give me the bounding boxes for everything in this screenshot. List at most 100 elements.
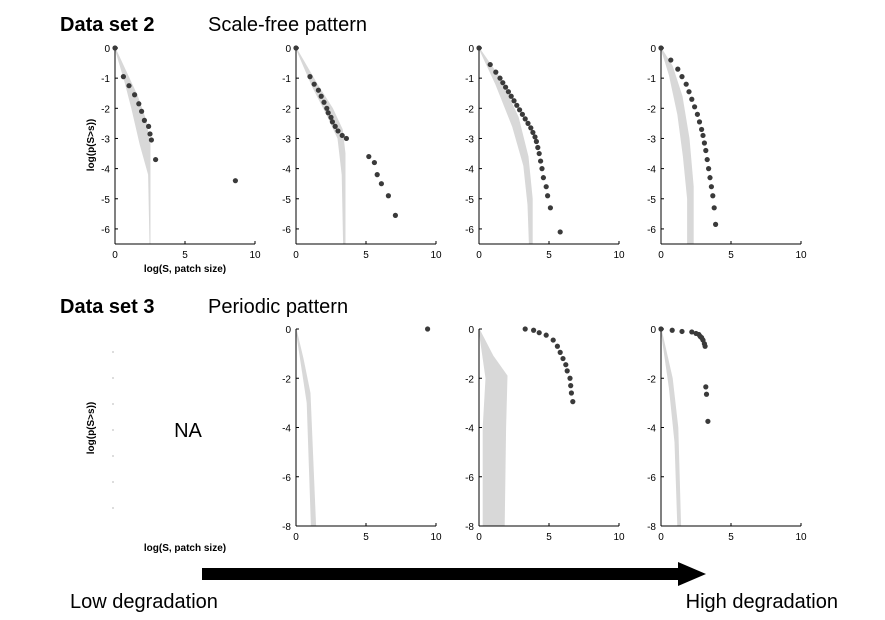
data-point-r1p2-18 [385, 193, 391, 199]
data-point-r1p4-16 [707, 175, 713, 181]
row1-subtitle: Scale-free pattern [208, 14, 367, 36]
y-tick-label-r2p4: -8 [647, 522, 656, 533]
y-tick-label-r2p3: 0 [468, 325, 474, 336]
data-point-r1p4-17 [708, 184, 715, 190]
x-tick-label-r1p3: 10 [613, 250, 625, 261]
data-point-r2p4-3 [689, 329, 695, 335]
envelope-band-r1p3 [478, 47, 533, 245]
data-point-r2p3-11 [568, 383, 574, 389]
data-point-r1p2-17 [378, 181, 384, 187]
data-point-r1p4-3 [679, 74, 685, 80]
x-tick-label-r1p3: 0 [476, 250, 482, 261]
data-point-r1p2-11 [335, 128, 341, 134]
y-tick-label-r1p2: -3 [282, 134, 291, 145]
row2-xlabel: log(S, patch size) [144, 543, 226, 554]
x-tick-label-r1p2: 5 [363, 250, 369, 261]
data-point-r1p3-1 [487, 61, 493, 68]
data-point-r1p2-9 [329, 119, 335, 125]
data-point-r1p2-5 [321, 99, 327, 105]
x-tick-label-r2p4: 0 [658, 532, 664, 543]
panel-r2p3: 0-2-4-6-80 5 10 [465, 325, 625, 543]
data-point-r1p4-2 [675, 66, 681, 72]
panel-r2p1 [112, 351, 114, 509]
panel-r1p4: 0 -1 -2 -3 -4 -5 -6 0 5 10 [647, 44, 807, 261]
data-point-r1p4-6 [689, 96, 695, 102]
row1-ylabel: log(p(S>s)) [86, 119, 97, 172]
data-point-r1p4-14 [704, 156, 710, 163]
data-point-r2p3-4 [550, 337, 556, 343]
data-point-r1p4-0 [658, 45, 664, 51]
y-tick-label-r1p1: -5 [101, 195, 110, 206]
y-tick-label-r1p1: -3 [101, 134, 110, 145]
row2-title: Data set 3 [60, 296, 155, 318]
data-point-r1p4-13 [703, 147, 709, 154]
panel-r1p2: 0 -1 -2 -3 -4 -5 -6 0 5 10 [282, 44, 442, 261]
y-tick-label-r1p4: -6 [647, 225, 656, 236]
y-tick-label-r1p2: -5 [282, 195, 291, 206]
y-tick-label-r1p3: -2 [465, 104, 474, 115]
data-point-r2p3-5 [554, 343, 561, 349]
data-point-r1p3-14 [528, 125, 534, 131]
data-point-r2p3-3 [543, 332, 549, 338]
envelope-band-r1p2 [295, 47, 346, 245]
x-tick-label-r2p2: 5 [363, 532, 369, 543]
panel-r2p2: 0-2-4-6-80 5 10 [282, 325, 442, 543]
data-point-r1p2-12 [339, 132, 345, 139]
data-point-r1p3-19 [536, 150, 542, 157]
degradation-arrow-shaft [202, 568, 680, 580]
data-point-r1p4-18 [710, 193, 716, 199]
y-tick-label-r1p1: -2 [101, 104, 110, 115]
data-point-r1p3-5 [503, 84, 509, 90]
panel-r1p1: 0 -1 -2 -3 -4 -5 -6 0 5 10 [101, 44, 261, 261]
y-tick-label-r1p2: 0 [285, 44, 291, 55]
data-point-r1p2-10 [332, 123, 338, 129]
x-tick-label-r2p2: 10 [430, 532, 442, 543]
x-tick-label-r1p2: 10 [430, 250, 442, 261]
data-point-r2p3-2 [536, 330, 542, 336]
data-point-r2p3-9 [564, 368, 570, 374]
data-point-r2p3-12 [568, 390, 575, 396]
data-point-r1p2-0 [293, 45, 299, 51]
data-point-r1p4-9 [696, 119, 703, 125]
data-point-r1p3-7 [508, 93, 514, 99]
data-point-r1p4-7 [692, 104, 698, 110]
data-point-r1p3-9 [514, 102, 520, 108]
data-point-r1p3-2 [493, 69, 499, 75]
x-tick-label-r2p3: 10 [613, 532, 625, 543]
data-point-r1p2-1 [307, 74, 313, 80]
data-point-r1p4-19 [711, 205, 717, 211]
data-point-r1p2-8 [328, 114, 334, 120]
data-point-r2p3-8 [563, 362, 569, 368]
y-tick-label-r2p2: -2 [282, 374, 291, 385]
data-point-r2p3-7 [560, 355, 566, 362]
data-point-r1p1-4 [136, 101, 142, 107]
data-point-r2p3-6 [557, 349, 563, 355]
y-tick-label-r2p3: -4 [465, 424, 474, 435]
data-point-r1p3-24 [545, 193, 551, 199]
data-point-r1p3-8 [511, 98, 517, 104]
y-tick-label-r2p2: 0 [285, 325, 291, 336]
x-tick-label-r1p4: 5 [728, 250, 734, 261]
data-point-r1p3-12 [522, 116, 528, 122]
data-point-r1p1-8 [147, 131, 153, 137]
data-point-r1p3-23 [543, 184, 549, 190]
y-tick-label-r1p4: -4 [647, 165, 656, 176]
data-point-r1p2-15 [371, 159, 377, 166]
x-tick-label-r1p4: 0 [658, 250, 664, 261]
data-point-r1p4-8 [694, 111, 701, 117]
envelope-band-r1p4 [660, 47, 694, 245]
y-tick-label-r2p4: -6 [647, 473, 656, 484]
panel-r2p4: 0-2-4-6-80 5 10 [647, 325, 807, 543]
y-tick-label-r1p3: -4 [465, 165, 474, 176]
data-point-r2p4-1 [669, 327, 675, 333]
data-point-r1p3-6 [505, 89, 511, 95]
data-point-r1p1-0 [112, 45, 118, 51]
data-point-r1p3-15 [530, 129, 536, 136]
panel-r1p3: 0 -1 -2 -3 -4 -5 -6 0 5 10 [465, 44, 625, 261]
x-tick-label-r1p1: 5 [182, 250, 188, 261]
x-tick-label-r2p4: 10 [795, 532, 807, 543]
data-point-r1p3-13 [525, 120, 531, 126]
data-point-r1p1-10 [153, 156, 159, 163]
data-point-r1p1-1 [120, 74, 126, 80]
x-tick-label-r1p1: 0 [112, 250, 118, 261]
